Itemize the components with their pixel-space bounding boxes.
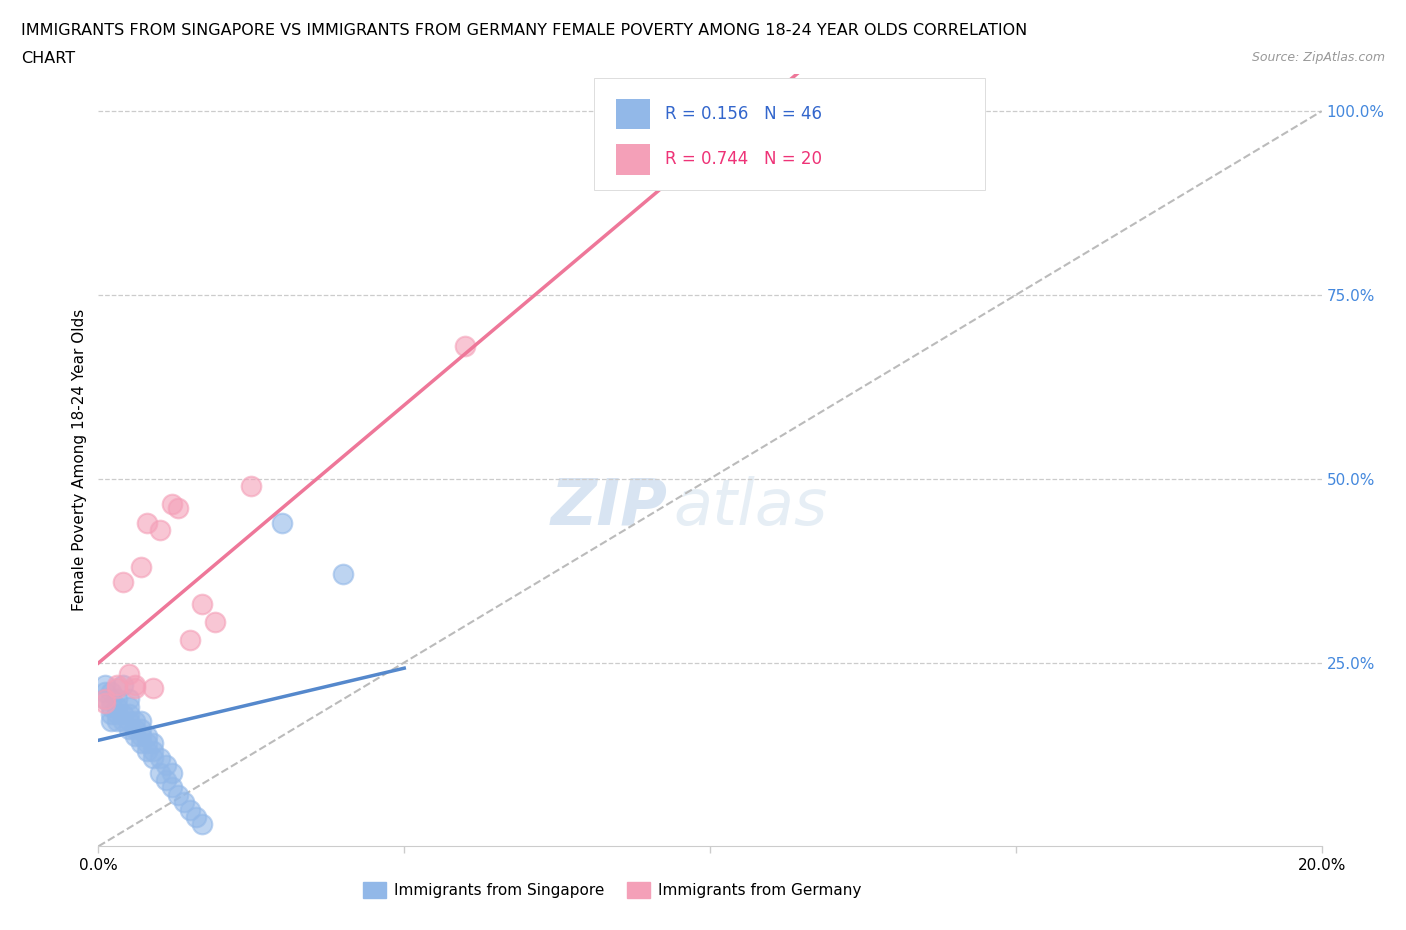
Point (93, 692, 115, 707)
Point (124, 714, 146, 729)
Point (136, 743, 159, 758)
Point (118, 666, 141, 681)
Point (111, 677, 134, 692)
Point (100, 714, 122, 729)
Point (105, 714, 128, 729)
Point (118, 692, 141, 707)
Point (118, 714, 141, 729)
Point (142, 736, 165, 751)
Point (100, 692, 122, 707)
Point (100, 699, 122, 714)
Text: CHART: CHART (21, 51, 75, 66)
Point (149, 523, 172, 538)
Point (186, 809, 208, 824)
Point (105, 677, 128, 692)
Point (179, 802, 201, 817)
Point (142, 743, 165, 758)
Point (129, 560, 152, 575)
Point (129, 736, 152, 751)
Point (118, 707, 141, 722)
Point (111, 707, 134, 722)
Point (100, 707, 122, 722)
FancyBboxPatch shape (593, 78, 986, 191)
Text: Source: ZipAtlas.com: Source: ZipAtlas.com (1251, 51, 1385, 64)
Point (118, 699, 141, 714)
Y-axis label: Female Poverty Among 18-24 Year Olds: Female Poverty Among 18-24 Year Olds (72, 310, 87, 612)
Point (155, 773, 177, 788)
Text: R = 0.156   N = 46: R = 0.156 N = 46 (665, 105, 821, 123)
Point (270, 515, 292, 530)
Point (454, 339, 477, 353)
Point (111, 574, 134, 589)
Point (100, 684, 122, 699)
Point (129, 722, 152, 737)
Point (240, 479, 263, 494)
Point (155, 758, 177, 773)
Point (124, 681, 146, 696)
Point (129, 714, 152, 729)
Point (136, 728, 159, 743)
Point (191, 596, 214, 611)
Point (167, 500, 190, 515)
Point (124, 677, 146, 692)
FancyBboxPatch shape (616, 99, 650, 129)
Point (136, 736, 159, 751)
Point (149, 751, 172, 765)
Point (149, 765, 172, 780)
Text: atlas: atlas (673, 475, 828, 538)
Point (142, 751, 165, 765)
Point (160, 780, 183, 795)
Point (179, 633, 201, 648)
Point (173, 795, 195, 810)
Point (136, 515, 159, 530)
Point (191, 817, 214, 831)
Point (105, 692, 128, 707)
Text: R = 0.744   N = 20: R = 0.744 N = 20 (665, 151, 821, 168)
Text: ZIP: ZIP (550, 475, 668, 538)
Point (129, 728, 152, 743)
Legend: Immigrants from Singapore, Immigrants from Germany: Immigrants from Singapore, Immigrants fr… (357, 876, 868, 904)
Point (142, 681, 165, 696)
Point (332, 567, 354, 582)
Point (105, 681, 128, 696)
Point (93, 692, 115, 707)
Text: IMMIGRANTS FROM SINGAPORE VS IMMIGRANTS FROM GERMANY FEMALE POVERTY AMONG 18-24 : IMMIGRANTS FROM SINGAPORE VS IMMIGRANTS … (21, 23, 1028, 38)
Point (118, 722, 141, 737)
Point (93, 684, 115, 699)
Point (730, 133, 752, 148)
Point (160, 765, 183, 780)
Point (167, 788, 190, 803)
Point (204, 615, 226, 630)
Point (124, 722, 146, 737)
Point (111, 714, 134, 729)
Point (124, 728, 146, 743)
Point (93, 696, 115, 711)
Point (105, 699, 128, 714)
Point (93, 677, 115, 692)
FancyBboxPatch shape (616, 144, 650, 175)
Point (160, 497, 183, 512)
Point (105, 707, 128, 722)
